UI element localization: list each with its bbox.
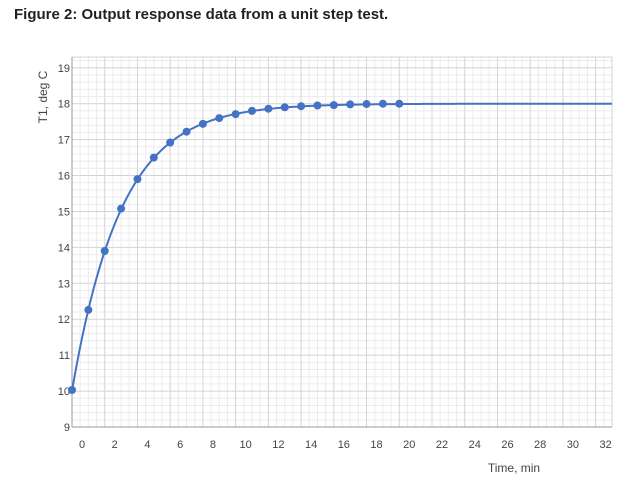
data-point (378, 99, 387, 108)
data-point (133, 175, 142, 184)
data-point (231, 110, 240, 119)
x-tick-label: 32 (600, 439, 612, 451)
response-curve (71, 102, 612, 392)
y-tick-label: 14 (58, 242, 70, 254)
y-tick-label: 12 (58, 314, 70, 326)
x-tick-label: 22 (436, 439, 448, 451)
data-markers (68, 99, 404, 394)
y-axis-label: T1, deg C (36, 70, 50, 123)
x-tick-label: 20 (403, 439, 415, 451)
data-point (149, 153, 158, 162)
x-tick-label: 0 (79, 439, 85, 451)
response-line (71, 102, 612, 392)
x-tick-label: 14 (305, 439, 317, 451)
x-tick-label: 2 (112, 439, 118, 451)
y-tick-label: 10 (58, 386, 70, 398)
data-point (280, 103, 289, 112)
figure-title: Figure 2: Output response data from a un… (14, 6, 389, 23)
y-tick-label: 16 (58, 171, 70, 183)
data-point (84, 305, 93, 314)
data-point (117, 204, 126, 213)
x-tick-label: 10 (240, 439, 252, 451)
x-tick-label: 30 (567, 439, 579, 451)
data-point (182, 127, 191, 136)
x-tick-label: 28 (534, 439, 546, 451)
x-tick-label: 26 (501, 439, 513, 451)
axes (71, 57, 612, 428)
y-tick-label: 11 (59, 350, 70, 362)
x-tick-label: 6 (177, 439, 183, 451)
data-point (100, 246, 109, 255)
data-point (297, 102, 306, 111)
data-point (198, 119, 207, 128)
x-tick-label: 16 (338, 439, 350, 451)
y-tick-label: 19 (58, 63, 70, 75)
y-tick-label: 18 (58, 99, 70, 111)
y-tick-label: 17 (58, 135, 70, 147)
x-tick-label: 8 (210, 439, 216, 451)
x-tick-label: 24 (469, 439, 481, 451)
data-point (248, 106, 256, 115)
x-axis-label: Time, min (488, 461, 540, 475)
data-point (362, 100, 371, 109)
data-point (68, 386, 76, 394)
x-tick-labels: 0 2 4 6 8 10 12 14 16 18 20 22 24 26 28 30 32 (79, 439, 612, 451)
data-point (346, 100, 355, 109)
data-point (329, 101, 338, 110)
x-tick-label: 12 (272, 439, 284, 451)
y-tick-label: 9 (64, 422, 70, 434)
data-point (313, 101, 322, 110)
y-tick-label: 15 (58, 206, 70, 218)
data-point (395, 99, 404, 108)
data-point (215, 114, 224, 123)
x-tick-label: 18 (370, 439, 382, 451)
data-point (166, 138, 175, 147)
y-tick-label: 13 (58, 278, 70, 290)
x-tick-label: 4 (144, 439, 150, 451)
minor-gridlines (72, 57, 613, 427)
y-tick-labels: 9 10 11 12 13 14 15 16 17 18 19 (58, 63, 70, 434)
data-point (264, 104, 273, 113)
